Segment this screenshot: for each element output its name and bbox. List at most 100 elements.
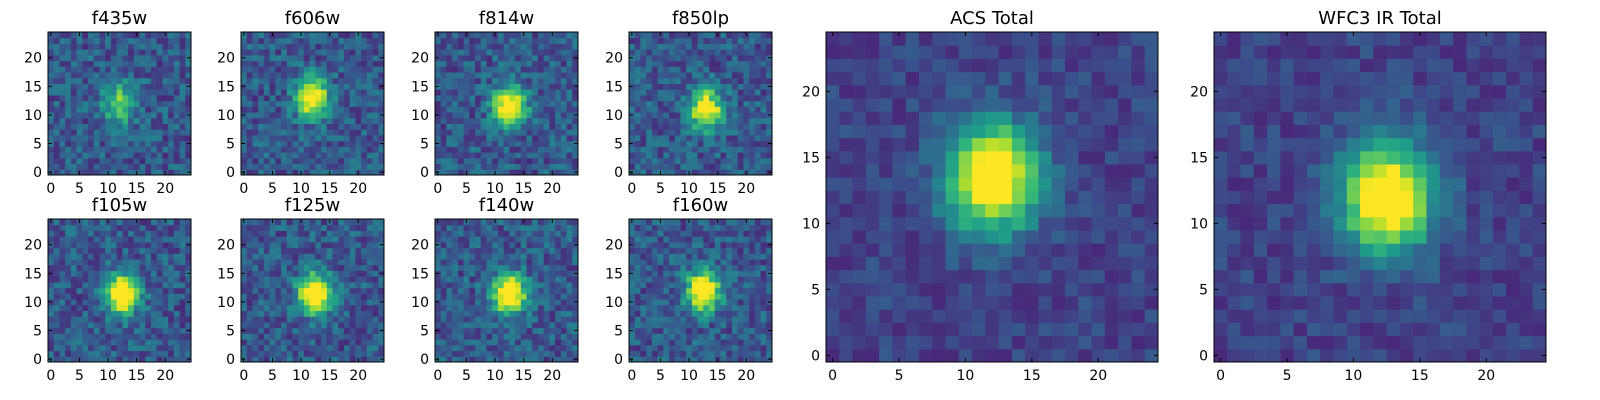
heatmap-cell <box>65 253 72 260</box>
heatmap-cell <box>457 32 465 39</box>
heatmap-cell <box>162 54 169 62</box>
heatmap-cell <box>446 219 453 226</box>
heatmap-cell <box>298 339 305 346</box>
heatmap-cell <box>651 356 659 363</box>
heatmap-cell <box>754 100 762 107</box>
heatmap-cell <box>150 32 158 39</box>
heatmap-cell <box>469 54 476 62</box>
heatmap-cell <box>53 66 60 73</box>
heatmap-cell <box>526 43 533 50</box>
heatmap-cell <box>475 123 482 130</box>
heatmap-cell <box>709 83 716 90</box>
heatmap-cell <box>691 276 699 283</box>
heatmap-cell <box>252 49 259 56</box>
heatmap-cell <box>526 236 533 243</box>
heatmap-cell <box>657 129 664 136</box>
heatmap-cell <box>332 117 339 125</box>
x-tick-label: 15 <box>709 181 727 197</box>
heatmap-cell <box>349 241 356 249</box>
heatmap-cell <box>173 100 181 107</box>
heatmap-cell <box>475 77 482 84</box>
heatmap-cell <box>440 100 447 107</box>
heatmap-cell <box>76 49 83 56</box>
heatmap-cell <box>549 264 556 271</box>
heatmap-cell <box>555 219 562 226</box>
heatmap-cell <box>440 356 447 363</box>
heatmap-cell <box>315 247 322 254</box>
heatmap-cell <box>269 106 276 113</box>
heatmap-cell <box>361 264 368 271</box>
heatmap-cell <box>59 259 66 266</box>
heatmap-cell <box>629 66 636 73</box>
heatmap-cell <box>549 350 556 357</box>
heatmap-cell <box>446 264 453 271</box>
heatmap-cell <box>463 146 470 153</box>
heatmap-cell <box>332 32 339 39</box>
heatmap-cell <box>99 356 106 363</box>
heatmap-cell <box>286 37 293 44</box>
heatmap-cell <box>65 106 72 113</box>
heatmap-cell <box>263 281 271 289</box>
heatmap-cell <box>378 316 385 323</box>
heatmap-cell <box>526 157 533 165</box>
heatmap-cell <box>674 270 681 277</box>
heatmap-cell <box>281 224 288 231</box>
heatmap-cell <box>537 43 545 50</box>
y-tick-label: 5 <box>33 324 42 340</box>
heatmap-cell <box>315 66 322 73</box>
heatmap-cell <box>162 333 169 340</box>
heatmap-cell <box>560 163 568 170</box>
heatmap-cell <box>292 356 299 363</box>
heatmap-cell <box>252 129 259 136</box>
heatmap-cell <box>503 316 510 323</box>
heatmap-cell <box>475 299 482 306</box>
heatmap-cell <box>503 54 510 62</box>
heatmap-cell <box>116 316 123 323</box>
heatmap-cell <box>53 152 60 159</box>
heatmap-cell <box>446 230 453 237</box>
heatmap-cell <box>145 169 152 176</box>
heatmap-cell <box>737 169 744 176</box>
heatmap-cell <box>315 259 322 266</box>
heatmap-cell <box>440 310 447 317</box>
heatmap-cell <box>372 344 379 352</box>
heatmap-cell <box>537 112 545 119</box>
heatmap-cell <box>480 247 487 254</box>
heatmap-cell <box>355 287 362 294</box>
heatmap-cell <box>53 299 60 306</box>
heatmap-cell <box>332 230 339 237</box>
heatmap-cell <box>185 316 192 323</box>
heatmap-cell <box>560 264 568 271</box>
heatmap-cell <box>749 344 756 352</box>
heatmap-cell <box>315 89 322 96</box>
heatmap-cell <box>760 37 767 44</box>
heatmap-cell <box>309 310 316 317</box>
heatmap-cell <box>452 117 459 125</box>
heatmap-cell <box>754 327 762 334</box>
heatmap-cell <box>509 293 516 300</box>
heatmap-cell <box>59 54 66 62</box>
heatmap-cell <box>463 259 470 266</box>
heatmap-cell <box>321 163 328 170</box>
heatmap-cell <box>731 344 739 352</box>
heatmap-cell <box>321 259 328 266</box>
heatmap-cell <box>70 89 78 96</box>
heatmap-cell <box>139 129 146 136</box>
heatmap-cell <box>133 287 141 294</box>
heatmap-cell <box>560 287 568 294</box>
heatmap-cell <box>53 270 60 277</box>
heatmap-cell <box>440 83 447 90</box>
heatmap-cell <box>532 157 539 165</box>
heatmap-cell <box>99 94 106 102</box>
heatmap-cell <box>452 350 459 357</box>
heatmap-cell <box>532 94 539 102</box>
heatmap-cell <box>440 140 447 147</box>
heatmap-cell <box>366 89 374 96</box>
heatmap-cell <box>680 157 687 165</box>
heatmap-cell <box>446 43 453 50</box>
heatmap-cell <box>749 163 756 170</box>
heatmap-cell <box>509 281 516 289</box>
heatmap-cell <box>515 106 522 113</box>
heatmap-cell <box>543 169 550 176</box>
heatmap-cell <box>463 304 470 312</box>
